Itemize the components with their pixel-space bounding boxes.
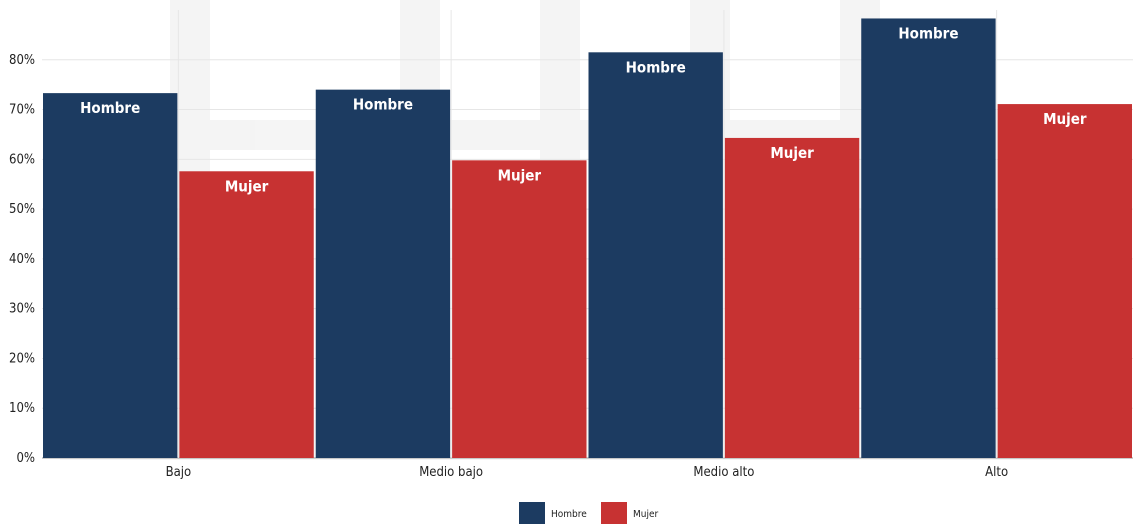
bar-mujer-2 [724,137,860,458]
bar-hombre-1 [315,89,451,459]
y-tick-label: 10% [9,401,35,416]
bar-label: Mujer [1043,110,1087,128]
bar-hombre-2 [588,52,723,459]
y-tick-label: 20% [9,351,35,366]
x-tick-label: Alto [985,465,1008,480]
legend-swatch-hombre [519,502,545,524]
y-tick-label: 0% [16,451,35,466]
bars [43,18,1132,459]
x-tick-label: Medio alto [693,465,754,480]
bar-label: Mujer [498,166,542,184]
legend: Hombre Mujer [519,502,659,524]
bar-label: Hombre [898,24,958,42]
y-tick-label: 40% [9,252,35,267]
bar-mujer-3 [997,104,1132,458]
bar-hombre-0 [43,93,178,458]
bar-mujer-0 [179,171,314,458]
y-tick-label: 60% [9,152,35,167]
x-tick-label: Bajo [166,465,192,480]
bar-hombre-3 [861,18,996,459]
y-tick-label: 70% [9,103,35,118]
bar-label: Mujer [770,144,814,162]
x-tick-label: Medio bajo [419,465,483,480]
y-axis-ticks: 0% 10% 20% 30% 40% 50% 60% 70% 80% [9,53,35,466]
legend-swatch-mujer [601,502,627,524]
bar-label: Hombre [626,58,686,76]
bar-label: Mujer [225,177,269,195]
bar-label: Hombre [80,99,140,117]
y-tick-label: 50% [9,202,35,217]
bar-label: Hombre [353,96,413,114]
legend-label-hombre: Hombre [551,509,587,520]
x-axis-ticks: Bajo Medio bajo Medio alto Alto [166,465,1009,480]
bar-mujer-1 [452,160,587,458]
legend-label-mujer: Mujer [633,509,659,520]
y-tick-label: 80% [9,53,35,68]
bar-labels: Hombre Mujer Hombre Mujer Hombre Mujer Hombre M… [80,24,1087,195]
y-tick-label: 30% [9,302,35,317]
